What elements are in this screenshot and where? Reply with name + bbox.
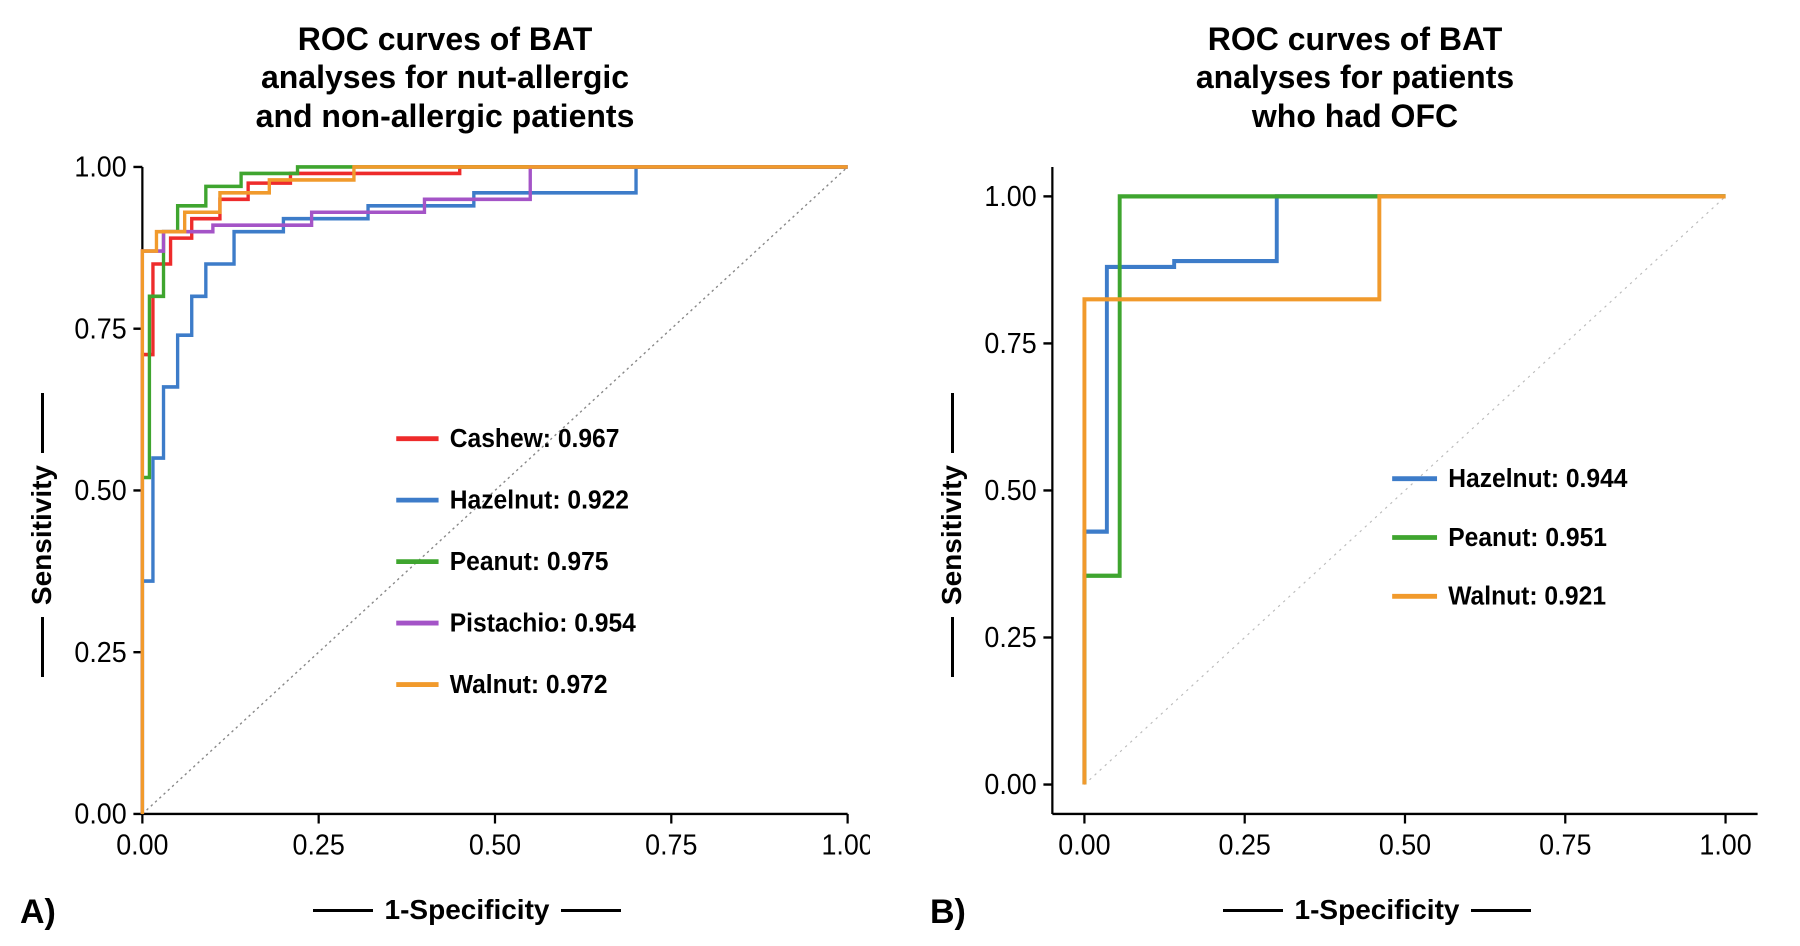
title-line: analyses for nut-allergic <box>261 59 629 95</box>
svg-text:1.00: 1.00 <box>821 829 870 861</box>
axis-dash <box>1471 909 1531 912</box>
axis-dash <box>1223 909 1283 912</box>
svg-text:0.25: 0.25 <box>293 829 345 861</box>
panel-b-svg: 0.00 0.25 0.50 0.75 1.00 0.00 0.25 0.50 0.75 1.00… <box>974 143 1780 886</box>
svg-text:Walnut: 0.972: Walnut: 0.972 <box>450 670 608 699</box>
svg-text:0.75: 0.75 <box>74 313 126 345</box>
panel-b-title: ROC curves of BAT analyses for patients … <box>930 20 1780 135</box>
svg-text:Peanut: 0.975: Peanut: 0.975 <box>450 547 609 576</box>
y-axis-label-col: Sensitivity <box>930 143 974 926</box>
plot-col: 0.00 0.25 0.50 0.75 1.00 0.00 0.25 0.50 0.75 1.00… <box>64 143 870 926</box>
axis-dash <box>41 617 44 677</box>
y-axis-label: Sensitivity <box>20 465 64 605</box>
svg-text:0.25: 0.25 <box>1219 829 1271 861</box>
svg-text:Hazelnut: 0.944: Hazelnut: 0.944 <box>1448 465 1628 494</box>
svg-text:0.75: 0.75 <box>984 327 1036 359</box>
svg-text:1.00: 1.00 <box>984 180 1036 212</box>
svg-text:0.75: 0.75 <box>645 829 697 861</box>
svg-text:0.25: 0.25 <box>984 621 1036 653</box>
x-axis-label: 1-Specificity <box>1295 894 1460 926</box>
svg-text:0.00: 0.00 <box>1058 829 1110 861</box>
svg-text:0.25: 0.25 <box>74 636 126 668</box>
svg-text:Hazelnut: 0.922: Hazelnut: 0.922 <box>450 486 629 515</box>
x-axis-label: 1-Specificity <box>385 894 550 926</box>
svg-text:0.00: 0.00 <box>116 829 168 861</box>
title-line: and non-allergic patients <box>256 98 635 134</box>
svg-text:0.50: 0.50 <box>469 829 521 861</box>
axis-dash <box>561 909 621 912</box>
panel-b: ROC curves of BAT analyses for patients … <box>930 20 1780 926</box>
title-line: ROC curves of BAT <box>1208 21 1503 57</box>
svg-text:1.00: 1.00 <box>1699 829 1751 861</box>
plot-col: 0.00 0.25 0.50 0.75 1.00 0.00 0.25 0.50 0.75 1.00… <box>974 143 1780 926</box>
panel-b-plot-wrap: Sensitivity 0.00 0.25 0.50 0.75 1.00 0.00 0.25… <box>930 143 1780 926</box>
svg-text:0.50: 0.50 <box>1379 829 1431 861</box>
panel-a-letter: A) <box>20 893 56 932</box>
svg-text:0.00: 0.00 <box>984 768 1036 800</box>
axis-dash <box>951 393 954 453</box>
svg-text:1.00: 1.00 <box>74 151 126 183</box>
panel-b-plot-area: 0.00 0.25 0.50 0.75 1.00 0.00 0.25 0.50 0.75 1.00… <box>974 143 1780 886</box>
svg-text:0.75: 0.75 <box>1539 829 1591 861</box>
axis-dash <box>951 617 954 677</box>
y-axis-label: Sensitivity <box>930 465 974 605</box>
svg-text:0.50: 0.50 <box>74 474 126 506</box>
axis-dash <box>313 909 373 912</box>
panel-b-letter: B) <box>930 893 966 932</box>
panel-a: ROC curves of BAT analyses for nut-aller… <box>20 20 870 926</box>
svg-text:0.00: 0.00 <box>74 798 126 830</box>
title-line: who had OFC <box>1252 98 1458 134</box>
y-axis-label-col: Sensitivity <box>20 143 64 926</box>
panel-a-title: ROC curves of BAT analyses for nut-aller… <box>20 20 870 135</box>
axis-dash <box>41 393 44 453</box>
panel-a-plot-area: 0.00 0.25 0.50 0.75 1.00 0.00 0.25 0.50 0.75 1.00… <box>64 143 870 886</box>
x-axis-label-row: 1-Specificity <box>974 894 1780 926</box>
x-axis-label-row: 1-Specificity <box>64 894 870 926</box>
svg-text:Walnut: 0.921: Walnut: 0.921 <box>1448 582 1606 611</box>
svg-text:0.50: 0.50 <box>984 474 1036 506</box>
panel-a-plot-wrap: Sensitivity 0.00 0.25 0.50 0.75 1.00 0.00 0.25… <box>20 143 870 926</box>
title-line: analyses for patients <box>1196 59 1514 95</box>
svg-text:Cashew: 0.967: Cashew: 0.967 <box>450 425 620 454</box>
title-line: ROC curves of BAT <box>298 21 593 57</box>
svg-text:Pistachio: 0.954: Pistachio: 0.954 <box>450 609 637 638</box>
svg-text:Peanut: 0.951: Peanut: 0.951 <box>1448 523 1607 552</box>
panel-a-svg: 0.00 0.25 0.50 0.75 1.00 0.00 0.25 0.50 0.75 1.00… <box>64 143 870 886</box>
